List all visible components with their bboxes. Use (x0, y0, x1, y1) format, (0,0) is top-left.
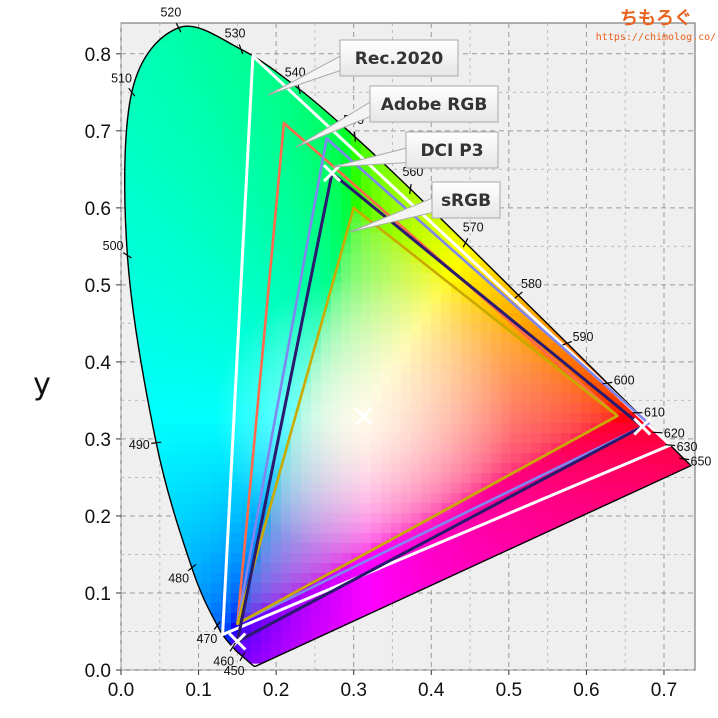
wavelength-tick (679, 457, 690, 461)
wavelength-label: 500 (103, 239, 124, 253)
srgb-tint (237, 207, 618, 624)
y-tick-label: 0.6 (85, 199, 111, 220)
wavelength-tick (187, 564, 197, 572)
watermark-title: ちもろぐ (620, 8, 692, 29)
wavelength-tick (409, 183, 412, 195)
primary-marker (633, 417, 652, 436)
wavelength-tick (122, 252, 132, 259)
callout-box (369, 85, 499, 123)
wavelength-label: 650 (691, 454, 712, 468)
wavelength-tick (514, 291, 523, 299)
x-tick-label: 0.1 (185, 680, 211, 701)
wavelength-tick (229, 642, 236, 652)
wavelength-tick (213, 621, 221, 630)
wavelength-label: 580 (521, 277, 542, 291)
wavelength-tick (239, 651, 246, 662)
y-tick-label: 0.5 (85, 276, 111, 297)
wavelength-tick (297, 84, 301, 95)
wavelength-label: 450 (224, 664, 245, 678)
wavelength-label: 590 (573, 330, 594, 344)
wavelength-label: 480 (168, 572, 189, 586)
wavelength-label: 470 (197, 632, 218, 646)
wavelength-tick (353, 131, 356, 142)
wavelength-label: 510 (111, 72, 132, 86)
wavelength-label: 560 (402, 165, 423, 179)
primary-marker (322, 164, 342, 183)
gamut-triangle-srgb (236, 206, 619, 626)
white-point-marker (354, 407, 373, 426)
wavelength-label: 620 (664, 427, 685, 441)
callout-box (405, 131, 499, 169)
gamut-triangles (221, 54, 672, 651)
wavelength-tick (602, 381, 613, 385)
callout-label: DCI P3 (420, 141, 483, 161)
gamut-triangle-rec-2020 (221, 54, 672, 637)
wavelength-label: 630 (677, 440, 698, 454)
x-tick-label: 0.5 (496, 680, 522, 701)
x-tick-label: 0.4 (418, 680, 445, 701)
x-tick-label: 0.6 (573, 680, 599, 701)
wavelength-tick (665, 443, 676, 447)
wavelength-label: 460 (213, 655, 234, 669)
wavelength-tick (562, 340, 573, 346)
wavelength-label: 490 (129, 438, 150, 452)
wavelength-label: 600 (614, 374, 635, 388)
y-tick-label: 0.2 (85, 507, 111, 528)
y-tick-label: 0.7 (85, 122, 111, 143)
wavelength-label: 520 (160, 6, 181, 20)
y-tick-label: 0.1 (85, 584, 111, 605)
wavelength-label: 530 (225, 26, 246, 40)
gamut-callouts: Rec.2020 Adobe RGB DCI P3 sRGB (267, 39, 501, 233)
x-tick-label: 0.2 (263, 680, 289, 701)
callout-srgb: sRGB (349, 181, 501, 233)
watermark-url: https://chimolog.co/ (596, 32, 716, 43)
watermark: ちもろぐ https://chimolog.co/ (596, 8, 716, 43)
x-tick-label: 0.3 (340, 680, 366, 701)
wavelength-label: 540 (285, 65, 306, 79)
callout-rec-2020: Rec.2020 (267, 39, 459, 96)
callout-label: Adobe RGB (381, 95, 488, 115)
callout-dci-p3: DCI P3 (331, 131, 499, 169)
y-tick-label: 0.4 (85, 353, 112, 374)
y-tick-label: 0.8 (85, 45, 111, 66)
callout-adobe-rgb: Adobe RGB (295, 85, 499, 148)
wavelength-tick (151, 441, 162, 444)
callout-label: Rec.2020 (355, 49, 444, 69)
wavelength-tick (238, 44, 244, 55)
wavelength-tick (462, 238, 469, 248)
axes: 0.0 0.1 0.2 0.3 0.4 0.5 0.6 0.7 0.0 0.1 0.2 0.3 0.4 0… (85, 45, 678, 701)
y-tick-label: 0.0 (85, 661, 111, 682)
wavelength-tick (652, 431, 663, 434)
callout-box (431, 181, 501, 219)
y-axis-title: y (33, 367, 51, 402)
wavelength-tick (128, 87, 136, 97)
callout-label: sRGB (441, 191, 491, 211)
wavelength-tick (175, 23, 182, 33)
x-tick-label: 0.7 (651, 680, 677, 701)
measured-gamut-triangle (235, 171, 644, 643)
x-tick-label: 0.0 (108, 680, 134, 701)
y-tick-label: 0.3 (85, 430, 111, 451)
wavelength-label: 610 (644, 406, 665, 420)
callout-box (339, 39, 459, 77)
wavelength-labels: 4504604704804905005105205305405505605705… (103, 6, 712, 679)
primary-marker (228, 632, 247, 651)
wavelength-label: 570 (463, 221, 484, 235)
gamut-triangle-dci-p3 (236, 137, 650, 626)
